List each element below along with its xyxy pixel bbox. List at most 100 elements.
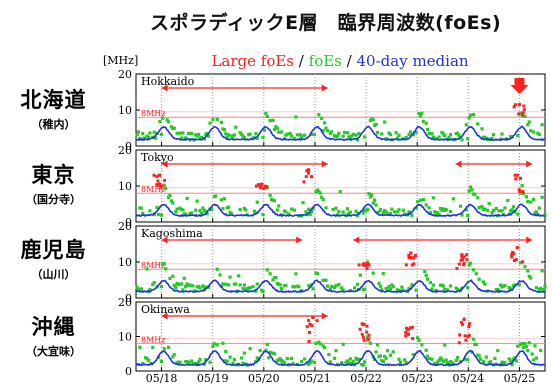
foes-point: [427, 357, 431, 361]
foes-point: [135, 285, 139, 289]
foes-point: [543, 284, 547, 288]
foes-point: [310, 359, 314, 363]
foes-point: [370, 193, 374, 197]
legend-large-foes: Large foEs: [211, 52, 294, 70]
foes-point: [189, 359, 194, 363]
foes-point: [438, 356, 443, 360]
foes-point: [415, 200, 420, 204]
large-foes-peak: [306, 168, 311, 172]
foes-point: [433, 210, 437, 214]
foes-point: [471, 113, 476, 117]
threshold-label: 8MHz: [141, 109, 165, 118]
foes-point: [278, 283, 282, 287]
foes-point: [466, 285, 470, 289]
foes-point: [427, 132, 431, 136]
foes-point: [375, 343, 380, 347]
foes-point: [292, 285, 297, 289]
foes-point: [468, 185, 473, 189]
foes-point: [377, 210, 381, 214]
foes-point: [521, 191, 526, 196]
large-foes-point: [512, 105, 516, 109]
large-foes-point: [404, 334, 408, 338]
foes-point: [341, 288, 345, 292]
foes-point: [480, 205, 484, 209]
foes-point: [391, 350, 395, 354]
large-foes-point: [315, 319, 319, 323]
foes-point: [199, 135, 204, 139]
foes-point: [320, 116, 324, 120]
period-arrow-head-right: [296, 236, 303, 244]
foes-point: [206, 134, 211, 138]
foes-point: [172, 126, 176, 130]
foes-point: [451, 197, 455, 201]
foes-point: [377, 281, 381, 286]
foes-point: [300, 135, 304, 139]
large-foes-point: [308, 323, 312, 327]
large-foes-point: [310, 324, 314, 328]
large-foes-point: [514, 177, 518, 181]
foes-point: [361, 363, 365, 367]
legend-text: Large foEs / foEs / 40-day median: [211, 52, 468, 70]
foes-point: [384, 286, 388, 291]
foes-point: [381, 271, 385, 276]
foes-point: [234, 125, 238, 129]
foes-point: [410, 283, 414, 287]
foes-point: [241, 287, 245, 291]
foes-point: [497, 209, 501, 213]
foes-point: [285, 356, 289, 361]
large-foes-peak: [515, 246, 519, 250]
foes-point: [378, 354, 382, 358]
foes-point: [271, 278, 275, 282]
foes-point: [321, 129, 325, 133]
foes-point: [330, 130, 334, 134]
foes-point: [345, 207, 350, 211]
foes-point: [395, 136, 400, 140]
foes-point: [446, 288, 450, 292]
foes-point: [268, 272, 272, 276]
foes-point: [467, 116, 471, 120]
large-foes-point: [521, 189, 525, 193]
large-foes-peak: [260, 182, 264, 186]
foes-point: [275, 126, 279, 130]
panel-okinawa: 0 10 20 8MHz Okinawa: [118, 296, 546, 378]
foes-point: [414, 206, 418, 210]
foes-point: [202, 287, 206, 291]
foes-point: [158, 119, 162, 124]
foes-point: [287, 212, 291, 216]
foes-point: [403, 212, 407, 216]
foes-point: [450, 360, 454, 364]
foes-point: [430, 287, 434, 291]
foes-point: [468, 113, 473, 117]
foes-point: [421, 119, 425, 123]
foes-point: [321, 278, 325, 282]
foes-point: [199, 211, 204, 215]
y-tick-label: 0: [125, 216, 132, 229]
foes-point: [301, 201, 305, 205]
foes-point: [232, 357, 236, 362]
foes-point: [466, 213, 470, 218]
large-foes-point: [304, 175, 308, 179]
y-tick-label: 0: [125, 140, 132, 153]
foes-point: [320, 195, 324, 199]
foes-point: [447, 135, 451, 140]
foes-point: [338, 190, 342, 194]
large-foes-point: [522, 108, 526, 112]
foes-point: [529, 276, 533, 280]
legend: [MHz] Large foEs / foEs / 40-day median: [103, 52, 469, 70]
large-foes-point: [460, 323, 464, 327]
foes-point: [531, 130, 536, 134]
foes-point: [274, 125, 278, 129]
foes-point: [380, 288, 384, 292]
foes-point: [204, 358, 208, 362]
y-tick-label: 0: [125, 365, 132, 378]
foes-point: [215, 117, 219, 121]
foes-point: [520, 184, 524, 188]
foes-point: [212, 342, 216, 346]
foes-point: [297, 285, 301, 289]
large-foes-point: [455, 266, 459, 270]
large-foes-points: [152, 168, 525, 194]
foes-point: [310, 132, 314, 136]
large-foes-peak: [311, 315, 315, 320]
large-foes-point: [367, 263, 371, 267]
period-arrow-head-left: [161, 312, 168, 320]
